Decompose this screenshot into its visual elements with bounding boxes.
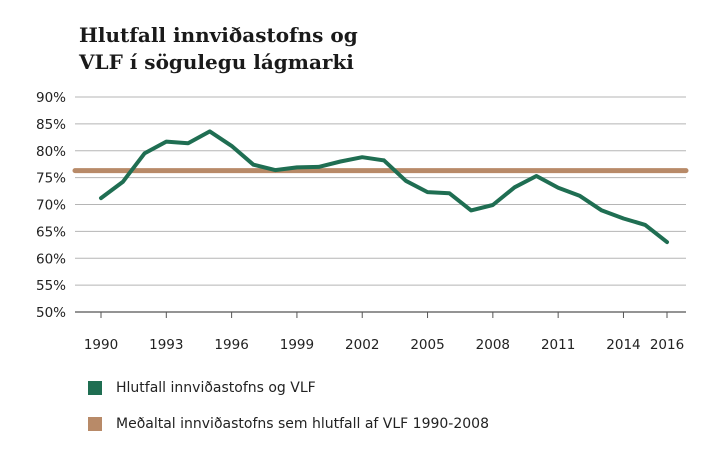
series-lines — [72, 129, 689, 245]
y-axis-ticks: 90% 85% 80% 75% 70% 65% 60% 55% 50% — [36, 90, 66, 321]
y-tick-label: 55% — [36, 278, 66, 294]
y-tick-label: 90% — [36, 90, 66, 106]
y-tick-label: 85% — [36, 117, 66, 133]
y-tick-label: 80% — [36, 144, 66, 160]
x-tick-label: 2011 — [541, 337, 575, 353]
chart-title-line-2: VLF í sögulegu lágmarki — [79, 50, 354, 74]
legend-swatch-series-1 — [88, 381, 102, 395]
x-tick-label: 2014 — [606, 337, 640, 353]
gridlines — [75, 96, 686, 313]
x-tick-label: 1996 — [214, 337, 248, 353]
y-tick-label: 60% — [36, 251, 66, 267]
x-axis-ticks: 1990 1993 1996 1999 2002 2005 2008 2011 2014 2016 — [84, 312, 684, 353]
legend-swatch-series-2 — [88, 417, 102, 431]
legend-item-series-1: Hlutfall innviðastofns og VLF — [88, 380, 316, 396]
chart-title: Hlutfall innviðastofns og VLF í sögulegu… — [79, 22, 358, 76]
x-tick-label: 1993 — [149, 337, 183, 353]
legend-label-series-1: Hlutfall innviðastofns og VLF — [116, 380, 316, 396]
y-tick-label: 75% — [36, 171, 66, 187]
x-tick-label: 1999 — [280, 337, 314, 353]
legend-item-series-2: Meðaltal innviðastofns sem hlutfall af V… — [88, 416, 489, 432]
y-tick-label: 65% — [36, 224, 66, 240]
x-tick-label: 1990 — [84, 337, 118, 353]
y-tick-label: 70% — [36, 198, 66, 214]
chart-title-line-1: Hlutfall innviðastofns og — [79, 23, 358, 47]
series-line — [99, 129, 669, 245]
legend-label-series-2: Meðaltal innviðastofns sem hlutfall af V… — [116, 416, 489, 432]
x-tick-label: 2005 — [410, 337, 444, 353]
y-tick-label: 50% — [36, 305, 66, 321]
x-tick-label: 2008 — [476, 337, 510, 353]
x-tick-label: 2016 — [650, 337, 684, 353]
x-tick-label: 2002 — [345, 337, 379, 353]
